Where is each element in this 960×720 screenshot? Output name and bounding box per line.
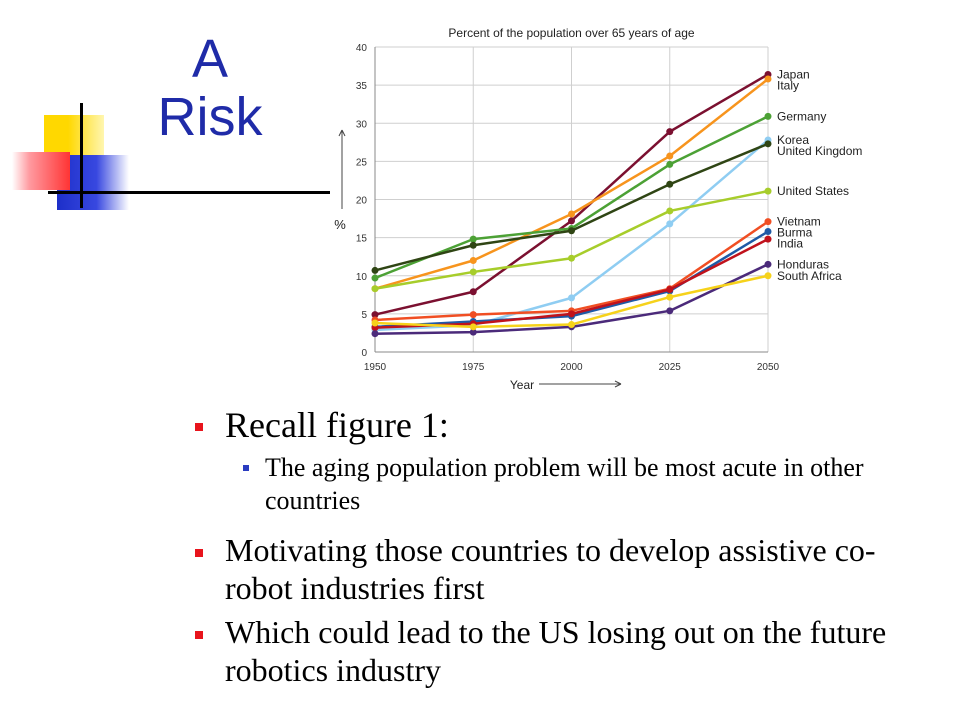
data-point	[371, 330, 379, 338]
data-point	[568, 217, 575, 225]
data-point	[469, 241, 477, 249]
data-point	[764, 75, 772, 83]
data-point	[666, 160, 674, 168]
data-point	[371, 285, 379, 293]
legend-label: Honduras	[777, 257, 829, 271]
data-point	[568, 310, 575, 318]
bullet-item: Recall figure 1:	[195, 405, 935, 445]
legend-label: United Kingdom	[777, 144, 862, 158]
legend-label: Vietnam	[777, 215, 821, 229]
slide-title-line1: A	[191, 29, 229, 89]
x-tick-label: 1950	[364, 362, 387, 373]
slide-title-line2: Risk	[157, 87, 263, 147]
data-point	[666, 307, 674, 315]
y-axis-label: %	[334, 217, 346, 232]
legend-label: United States	[777, 184, 849, 198]
data-point	[371, 319, 379, 327]
data-point	[568, 210, 575, 218]
x-tick-label: 2000	[560, 362, 583, 373]
data-point	[568, 294, 575, 302]
x-axis-arrowhead	[614, 380, 622, 388]
y-tick-label: 35	[356, 81, 368, 92]
data-point	[568, 227, 575, 235]
data-point	[469, 323, 477, 331]
data-point	[764, 187, 772, 195]
x-tick-label: 2025	[659, 362, 682, 373]
data-point	[764, 140, 772, 148]
data-point	[666, 207, 674, 215]
data-point	[371, 311, 379, 319]
legend-label: Germany	[777, 109, 826, 123]
ornament-horizontal-line	[48, 191, 330, 194]
data-point	[666, 220, 674, 228]
data-point	[371, 274, 379, 282]
data-point	[568, 254, 575, 262]
data-point	[764, 235, 772, 243]
y-tick-label: 10	[356, 272, 368, 283]
legend-label: India	[777, 237, 803, 251]
data-point	[764, 228, 772, 236]
data-point	[666, 128, 674, 136]
slide-title: A Risk	[140, 30, 280, 146]
legend-label: Japan	[777, 67, 810, 81]
data-point	[469, 257, 477, 264]
data-point	[764, 260, 772, 268]
bullet-marker	[195, 631, 203, 639]
data-point	[764, 272, 772, 280]
bullet-list: Recall figure 1: The aging population pr…	[195, 405, 935, 695]
legend-label: South Africa	[777, 269, 842, 283]
sub-bullet-marker	[243, 465, 249, 471]
x-tick-label: 1975	[462, 362, 485, 373]
sub-bullet-text: The aging population problem will be mos…	[265, 453, 864, 515]
data-point	[764, 218, 772, 226]
chart-title: Percent of the population over 65 years …	[448, 26, 694, 40]
data-point	[469, 328, 477, 336]
data-point	[666, 180, 674, 188]
bullet-marker	[195, 549, 203, 557]
legend-label: Burma	[777, 226, 813, 240]
ornament-vertical-line	[80, 103, 83, 208]
x-axis-label: Year	[510, 378, 534, 392]
bullet-text: Recall figure 1:	[225, 405, 449, 445]
ornament-red-square	[12, 152, 70, 190]
y-tick-label: 5	[361, 310, 367, 321]
data-point	[764, 112, 772, 120]
y-axis-arrowhead	[338, 129, 346, 137]
data-point	[469, 288, 477, 296]
data-point	[469, 235, 477, 243]
bullet-text: Motivating those countries to develop as…	[225, 532, 876, 606]
data-point	[469, 311, 477, 319]
y-tick-label: 0	[361, 348, 367, 359]
data-point	[371, 266, 379, 274]
y-tick-label: 20	[356, 196, 368, 207]
data-point	[568, 321, 575, 329]
legend-label: Korea	[777, 133, 809, 147]
bullet-item: Which could lead to the US losing out on…	[195, 613, 935, 689]
y-tick-label: 30	[356, 119, 368, 130]
y-tick-label: 40	[356, 43, 368, 54]
x-tick-label: 2050	[757, 362, 780, 373]
bullet-text: Which could lead to the US losing out on…	[225, 614, 887, 688]
bullet-item: Motivating those countries to develop as…	[195, 531, 935, 607]
bullet-marker	[195, 423, 203, 431]
y-tick-label: 25	[356, 157, 368, 168]
sub-bullet-item: The aging population problem will be mos…	[195, 451, 935, 517]
y-tick-label: 15	[356, 234, 368, 245]
data-point	[666, 285, 674, 293]
data-point	[666, 152, 674, 160]
legend-label: Italy	[777, 78, 799, 92]
data-point	[469, 268, 477, 276]
data-point	[666, 293, 674, 301]
